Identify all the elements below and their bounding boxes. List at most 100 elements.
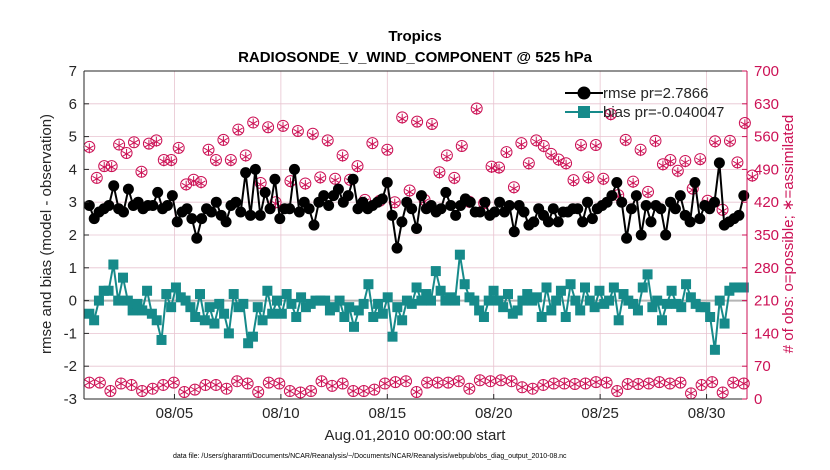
obs-assimilated-marker (248, 118, 258, 129)
rmse-point (503, 199, 515, 211)
rmse-point (445, 199, 457, 211)
y-tick-label: 5 (69, 129, 77, 146)
legend-bias-marker (578, 106, 590, 118)
x-tick-label: 08/20 (475, 405, 513, 422)
bias-point (709, 344, 720, 355)
obs-assimilated-marker (623, 379, 633, 390)
bias-point (122, 295, 133, 306)
rmse-point (171, 216, 183, 228)
bias-point (666, 285, 677, 296)
obs-assimilated-marker (475, 375, 485, 386)
obs-assimilated-marker (181, 180, 191, 191)
rmse-point (240, 167, 252, 179)
bias-point (228, 289, 239, 300)
obs-assimilated-marker (621, 136, 631, 147)
y-tick-label: 4 (69, 161, 77, 178)
rmse-point (684, 216, 696, 228)
obs-possible-marker (252, 385, 265, 398)
bias-point (536, 312, 547, 322)
obs-assimilated-marker (433, 377, 443, 388)
obs-possible-marker (273, 377, 286, 390)
bias-point (541, 282, 552, 293)
obs-possible-marker (706, 376, 719, 389)
obs-assimilated-marker (241, 151, 251, 162)
rmse-point (122, 183, 134, 195)
bias-point (435, 285, 446, 296)
x-axis-label: Aug.01,2010 00:00:00 start (325, 427, 507, 444)
y-tick-label: -1 (64, 325, 77, 342)
rmse-point (694, 213, 706, 225)
obs-assimilated-marker (549, 378, 559, 389)
obs-assimilated-marker (316, 376, 327, 387)
obs-assimilated-marker (169, 377, 179, 388)
bias-point (185, 302, 196, 313)
rmse-point (479, 196, 491, 208)
obs-possible-marker (220, 382, 233, 395)
obs-assimilated-marker (454, 376, 464, 387)
obs-assimilated-marker (211, 156, 221, 167)
obs-assimilated-marker (568, 176, 579, 187)
rmse-point (186, 213, 198, 225)
y2-tick-label: 630 (754, 96, 779, 113)
bias-point (214, 298, 225, 309)
bias-point (570, 295, 581, 306)
obs-assimilated-marker (129, 137, 139, 148)
obs-assimilated-marker (264, 377, 274, 388)
bias-point (344, 302, 355, 313)
y-tick-label: 0 (69, 293, 77, 310)
bias-point (474, 305, 485, 316)
bias-point (522, 289, 533, 300)
y-tick-label: 1 (69, 260, 77, 277)
obs-possible-marker (368, 383, 381, 396)
bias-point (551, 295, 562, 306)
rmse-point (391, 242, 403, 254)
y2-tick-label: 490 (754, 161, 779, 178)
rmse-point (606, 190, 618, 202)
rmse-point (616, 196, 628, 208)
rmse-point (347, 173, 359, 185)
bias-point (416, 295, 427, 306)
bias-point (512, 305, 523, 316)
obs-assimilated-marker (675, 377, 686, 388)
bias-point (502, 289, 513, 300)
bias-point (392, 302, 403, 313)
obs-possible-marker (315, 375, 328, 388)
bias-point (459, 279, 470, 290)
rmse-point (284, 203, 296, 215)
legend: rmse pr=2.7866 bias pr=-0.040047 (565, 85, 724, 121)
obs-assimilated-marker (732, 158, 743, 169)
obs-assimilated-marker (539, 142, 549, 153)
rmse-point (489, 206, 501, 218)
x-tick-label: 08/05 (156, 405, 194, 422)
obs-assimilated-marker (427, 119, 437, 130)
bias-point (517, 295, 528, 306)
tick-labels: -3-2-10123456707014021028035042049056063… (64, 63, 779, 422)
obs-assimilated-marker (315, 173, 325, 184)
bias-point (204, 302, 215, 313)
bias-point (199, 315, 210, 326)
obs-assimilated-marker (233, 125, 243, 136)
bias-point (555, 285, 566, 296)
obs-assimilated-marker (243, 378, 253, 389)
bias-point (329, 302, 340, 313)
rmse-point (288, 163, 300, 175)
obs-assimilated-marker (348, 386, 358, 397)
bias-point (373, 298, 384, 309)
x-tick-label: 08/10 (262, 405, 300, 422)
bias-point (363, 279, 374, 290)
obs-assimilated-marker (644, 378, 654, 389)
obs-assimilated-marker (434, 168, 445, 179)
obs-assimilated-marker (472, 104, 482, 115)
obs-assimilated-marker (352, 162, 363, 173)
obs-assimilated-marker (650, 137, 661, 148)
x-tick-label: 08/15 (369, 405, 407, 422)
obs-assimilated-marker (591, 140, 601, 151)
bias-point (406, 298, 417, 309)
obs-assimilated-marker (253, 386, 263, 397)
obs-assimilated-marker (747, 171, 757, 182)
bias-point (137, 305, 148, 316)
obs-assimilated-marker (598, 175, 608, 186)
obs-assimilated-marker (105, 386, 116, 397)
bias-point (613, 315, 624, 326)
